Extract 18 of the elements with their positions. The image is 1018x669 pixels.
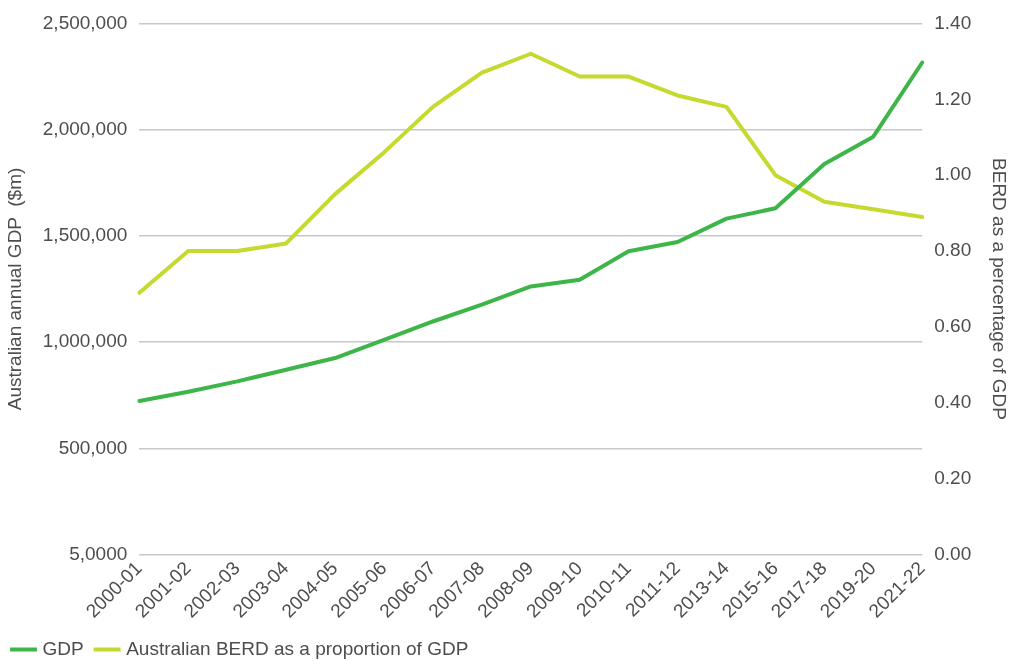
y2-axis-title: BERD as a percentage of GDP	[989, 158, 1011, 420]
legend-label: Australian BERD as a proportion of GDP	[126, 637, 469, 659]
y2-tick-label: 0.80	[934, 239, 972, 261]
y2-tick-label: 0.20	[934, 466, 972, 488]
y2-tick-label: 0.40	[934, 391, 972, 413]
y-tick-label: 2,000,000	[42, 117, 128, 139]
y2-tick-label: 0.60	[934, 315, 972, 337]
legend-label: GDP	[42, 637, 84, 659]
y-tick-label: 2,500,000	[42, 11, 128, 33]
y2-tick-label: 1.20	[934, 87, 972, 109]
y-axis-title: Australian annual GDP ($m)	[3, 167, 25, 411]
y-tick-label: 5,0000	[69, 542, 128, 564]
y-tick-label: 500,000	[58, 436, 128, 458]
y2-tick-label: 0.00	[934, 542, 972, 564]
y2-tick-label: 1.40	[934, 11, 972, 33]
y2-tick-label: 1.00	[934, 163, 972, 185]
y-tick-label: 1,000,000	[42, 330, 128, 352]
y-tick-label: 1,500,000	[42, 224, 128, 246]
